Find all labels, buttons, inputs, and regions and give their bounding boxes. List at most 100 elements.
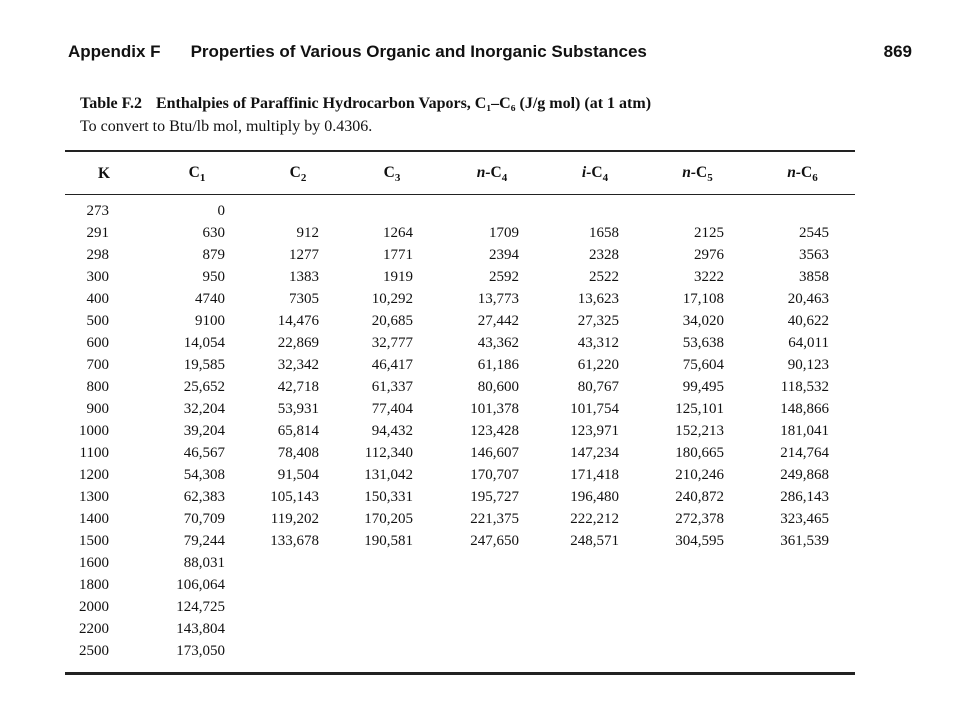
temperature-cell: 800 — [86, 379, 110, 396]
enthalpy-cell: 14,054 — [183, 335, 225, 352]
temperature-cell: 1100 — [79, 445, 109, 462]
enthalpy-cell — [545, 596, 645, 618]
table-title-line: Table F.2 Enthalpies of Paraffinic Hydroc… — [80, 92, 974, 115]
enthalpy-cell: 34,020 — [682, 313, 724, 330]
enthalpy-cell: 247,650 — [470, 533, 519, 550]
enthalpy-cell: 25,652 — [183, 379, 225, 396]
enthalpy-cell: 112,340 — [364, 445, 413, 462]
enthalpy-cell: 2125 — [694, 225, 724, 242]
enthalpy-cell: 152,213 — [675, 423, 724, 440]
temperature-cell: 1300 — [79, 489, 109, 506]
temperature-cell: 600 — [86, 335, 110, 352]
table-row: 1000 39,204 65,814 94,432 123,428 123,971 152,… — [65, 420, 855, 442]
enthalpy-cell: 195,727 — [470, 489, 519, 506]
enthalpy-cell: 17,108 — [682, 291, 724, 308]
table-title: Enthalpies of Paraffinic Hydrocarbon Vap… — [155, 95, 652, 112]
running-head: Appendix F Properties of Various Organic… — [0, 0, 974, 62]
table-row: 2000 124,725 — [65, 596, 855, 618]
enthalpy-cell: 64,011 — [788, 335, 829, 352]
enthalpy-cell: 171,418 — [570, 467, 619, 484]
enthalpy-cell: 2976 — [694, 247, 724, 264]
enthalpy-cell — [545, 195, 645, 223]
enthalpy-cell: 75,604 — [682, 357, 724, 374]
enthalpy-cell: 304,595 — [675, 533, 724, 550]
temperature-cell: 2500 — [79, 643, 109, 660]
table-row: 1300 62,383 105,143 150,331 195,727 196,480 24… — [65, 486, 855, 508]
temperature-cell: 2000 — [79, 599, 109, 616]
enthalpy-cell: 101,378 — [470, 401, 519, 418]
enthalpy-cell: 133,678 — [270, 533, 319, 550]
table-row: 1400 70,709 119,202 170,205 221,375 222,212 27… — [65, 508, 855, 530]
enthalpy-cell: 196,480 — [570, 489, 619, 506]
enthalpy-cell: 950 — [202, 269, 226, 286]
temperature-cell: 1800 — [79, 577, 109, 594]
table-row: 298 879 1277 1771 2394 2328 2976 3563 — [65, 244, 855, 266]
enthalpy-cell: 1709 — [489, 225, 519, 242]
enthalpy-cell: 3222 — [694, 269, 724, 286]
appendix-label: Appendix F — [68, 42, 161, 61]
table-row: 400 4740 7305 10,292 13,773 13,623 17,108 20,46… — [65, 288, 855, 310]
enthalpy-cell: 912 — [296, 225, 320, 242]
enthalpy-cell — [750, 195, 855, 223]
temperature-cell: 2200 — [79, 621, 109, 638]
enthalpy-cell: 148,866 — [780, 401, 829, 418]
enthalpy-cell: 20,685 — [371, 313, 413, 330]
enthalpy-cell: 79,244 — [183, 533, 225, 550]
enthalpy-cell: 879 — [202, 247, 226, 264]
enthalpy-cell: 53,931 — [277, 401, 319, 418]
enthalpy-cell: 150,331 — [364, 489, 413, 506]
enthalpy-cell — [645, 574, 750, 596]
table-row: 700 19,585 32,342 46,417 61,186 61,220 75,604 9… — [65, 354, 855, 376]
enthalpy-cell: 43,362 — [477, 335, 519, 352]
enthalpy-cell: 78,408 — [277, 445, 319, 462]
temperature-cell: 1500 — [79, 533, 109, 550]
enthalpy-cell — [345, 574, 439, 596]
table-body: 273 0 291 630 912 1264 1709 1658 2125 2545 298 879 1… — [65, 195, 855, 674]
temperature-cell: 1600 — [79, 555, 109, 572]
enthalpy-cell: 0 — [217, 203, 226, 220]
enthalpy-cell — [345, 640, 439, 674]
page-number: 869 — [883, 42, 912, 61]
enthalpy-cell: 146,607 — [470, 445, 519, 462]
enthalpy-cell — [251, 640, 345, 674]
column-header-n-c5: n-C5 — [682, 164, 713, 185]
table-row: 600 14,054 22,869 32,777 43,362 43,312 53,638 6… — [65, 332, 855, 354]
enthalpy-cell: 54,308 — [183, 467, 225, 484]
temperature-cell: 291 — [86, 225, 110, 242]
enthalpy-cell: 19,585 — [183, 357, 225, 374]
column-header-n-c6: n-C6 — [787, 164, 818, 185]
enthalpy-cell: 173,050 — [176, 643, 225, 660]
enthalpy-cell — [251, 618, 345, 640]
enthalpy-cell: 91,504 — [277, 467, 319, 484]
temperature-cell: 300 — [86, 269, 110, 286]
enthalpy-cell — [251, 195, 345, 223]
enthalpy-cell: 286,143 — [780, 489, 829, 506]
enthalpy-cell: 10,292 — [371, 291, 413, 308]
column-header-k: K — [97, 165, 111, 183]
enthalpy-cell: 147,234 — [570, 445, 619, 462]
enthalpy-cell: 2522 — [589, 269, 619, 286]
enthalpy-cell: 221,375 — [470, 511, 519, 528]
enthalpy-cell — [750, 640, 855, 674]
enthalpy-cell — [545, 618, 645, 640]
temperature-cell: 700 — [86, 357, 110, 374]
enthalpy-cell: 1658 — [589, 225, 619, 242]
enthalpy-cell: 27,325 — [577, 313, 619, 330]
enthalpy-cell: 9100 — [195, 313, 225, 330]
enthalpy-cell: 61,186 — [477, 357, 519, 374]
enthalpy-cell — [545, 574, 645, 596]
enthalpy-cell — [545, 640, 645, 674]
enthalpy-cell: 240,872 — [675, 489, 724, 506]
enthalpy-cell: 80,600 — [477, 379, 519, 396]
temperature-cell: 900 — [86, 401, 110, 418]
enthalpy-cell: 124,725 — [176, 599, 225, 616]
table-row: 1100 46,567 78,408 112,340 146,607 147,234 180… — [65, 442, 855, 464]
enthalpy-cell: 170,707 — [470, 467, 519, 484]
temperature-cell: 400 — [86, 291, 110, 308]
enthalpy-cell: 2394 — [489, 247, 519, 264]
enthalpy-cell: 3858 — [799, 269, 829, 286]
enthalpy-cell: 118,532 — [780, 379, 829, 396]
enthalpy-cell: 630 — [202, 225, 226, 242]
table-row: 1600 88,031 — [65, 552, 855, 574]
enthalpy-cell: 61,337 — [371, 379, 413, 396]
